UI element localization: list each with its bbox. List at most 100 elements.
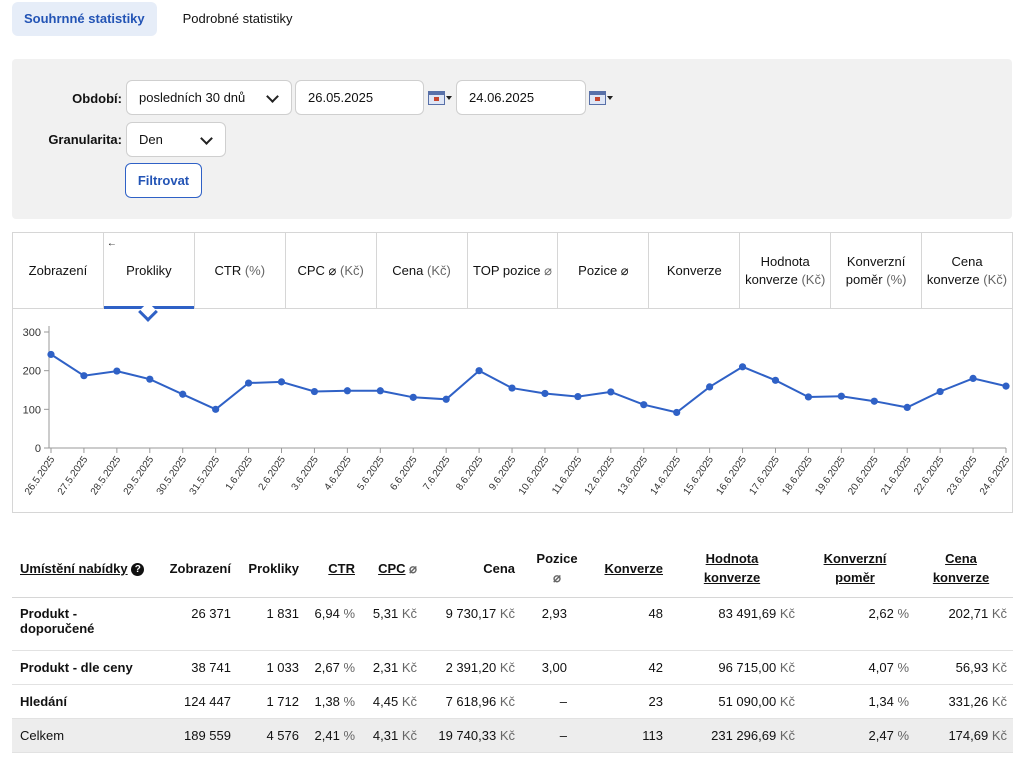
metric-tab-label: CTR [214,262,242,278]
metric-tab[interactable]: Konverze [649,233,741,308]
col-cpc-label: CPC [378,560,406,576]
x-tick-label: 23.6.2025 [945,454,980,497]
col-placement[interactable]: Umístění nabídky ? [12,540,157,598]
col-conversion-value-label-2: konverze [703,570,761,586]
cell-unit: % [343,727,355,743]
cell-clicks: 4 576 [237,718,305,753]
col-cpc-sym: ⌀ [409,560,417,576]
data-point [179,390,187,398]
cell-value: 26 371 [191,605,231,621]
cell-value: 2 391,20 [445,659,497,675]
cell-value: 331,26 [948,693,989,709]
cell-unit: % [343,605,355,621]
cell-unit: Kč [991,693,1007,709]
x-tick-label: 17.6.2025 [747,454,782,497]
cell-unit: Kč [779,605,795,621]
cell-unit: Kč [401,693,417,709]
metric-tab[interactable]: Cena konverze (Kč) [922,233,1012,308]
metric-tab-label: Zobrazení [28,262,88,278]
metric-tab[interactable]: Zobrazení [13,233,104,308]
cell-unit: Kč [779,693,795,709]
cell-value: 189 559 [184,727,231,743]
granularity-select[interactable]: Den [126,122,226,157]
calendar-icon[interactable] [589,91,613,105]
cell-conversions: 23 [593,684,669,719]
data-point [673,408,681,417]
metric-tab[interactable]: Konverzní poměr (%) [831,233,923,308]
metric-tab[interactable]: CPC ⌀ (Kč) [286,233,377,308]
cell-unit: % [343,693,355,709]
data-point [706,383,714,391]
metric-tab-label: Konverzní poměr [845,253,906,287]
data-point [409,393,417,401]
col-conversion-cost-label-1: Cena [945,551,977,567]
cell-value: 5,31 [372,605,399,621]
x-tick-label: 26.5.2025 [23,454,58,497]
cell-unit: Kč [499,605,515,621]
date-to-input[interactable]: 24.06.2025 [456,80,586,115]
y-tick-label: 100 [23,404,41,416]
data-point [541,389,549,398]
metric-tab-unit: (%) [244,262,266,278]
col-cpc[interactable]: CPC ⌀ [361,540,423,598]
col-ctr[interactable]: CTR [305,540,361,598]
metric-tab[interactable]: ← Prokliky [103,233,195,309]
metric-tab-unit: ⌀ [544,262,552,278]
cell-cost: 19 740,33 Kč [423,718,521,753]
metric-tab[interactable]: TOP pozice ⌀ [468,233,559,308]
metric-tab-text: CTR (%) [214,262,265,280]
cell-value: 2,47 [868,727,894,743]
metric-tab-text: Prokliky [126,262,172,280]
data-point [771,376,780,384]
metric-tab[interactable]: CTR (%) [195,233,286,308]
filter-button[interactable]: Filtrovat [125,163,202,198]
cell-unit: Kč [991,659,1007,675]
cell-value: 1,34 [868,693,894,709]
x-tick-label: 13.6.2025 [616,454,651,497]
col-conversion-value[interactable]: Hodnota konverze [669,540,801,598]
cell-value: 202,71 [948,605,989,621]
cell-unit: % [343,659,355,675]
data-point [376,387,384,395]
data-point [80,372,88,380]
col-conversions[interactable]: Konverze [593,540,669,598]
cell-conv-cost: 202,71 Kč [915,597,1013,651]
help-icon[interactable]: ? [131,562,145,576]
x-tick-label: 28.5.2025 [89,454,124,497]
cell-value: 83 491,69 [718,605,777,621]
table-row: Hledání 124 447 1 712 1,38 % 4,45 Kč 7 618,96… [12,684,1013,719]
tab-detailed-statistics[interactable]: Podrobné statistiky [182,11,293,26]
data-point [47,350,55,359]
cell-position: 2,93 [521,597,593,651]
cell-value: 2,62 [868,605,894,621]
cell-value: 124 447 [184,693,231,709]
metric-tab[interactable]: Hodnota konverze (Kč) [740,233,832,308]
table-total-row: Celkem 189 559 4 576 2,41 % 4,31 Kč 19 740,33… [12,718,1013,753]
cell-conv-rate: 2,62 % [801,597,915,651]
cell-unit: Kč [991,727,1007,743]
cell-unit: % [897,693,909,709]
col-position-sym: ⌀ [553,570,561,586]
metric-tab-unit: (Kč) [983,271,1008,287]
cell-unit: % [897,727,909,743]
col-conversion-cost[interactable]: Cena konverze [915,540,1013,598]
granularity-label: Granularita: [48,132,122,147]
cell-value: 2,93 [541,605,567,621]
metric-tab-label: Prokliky [126,262,172,278]
calendar-icon[interactable] [428,91,452,105]
tab-summary-statistics[interactable]: Souhrnné statistiky [12,2,157,36]
period-select[interactable]: posledních 30 dnů [126,80,292,115]
metric-tab[interactable]: Pozice ⌀ [558,233,650,308]
metric-tab[interactable]: Cena (Kč) [377,233,468,308]
x-tick-label: 9.6.2025 [487,454,519,493]
y-tick-label: 200 [23,366,41,378]
metric-tab-text: Hodnota konverze (Kč) [744,253,826,289]
metric-tab-label: Pozice ⌀ [578,262,629,278]
col-cost: Cena [423,540,521,598]
date-from-input[interactable]: 26.05.2025 [295,80,424,115]
data-point [475,367,483,375]
period-select-value: posledních 30 dnů [139,90,246,105]
cell-conv-value: 96 715,00 Kč [669,650,801,685]
col-conversion-rate[interactable]: Konverzní poměr [801,540,915,598]
cell-cost: 2 391,20 Kč [423,650,521,685]
